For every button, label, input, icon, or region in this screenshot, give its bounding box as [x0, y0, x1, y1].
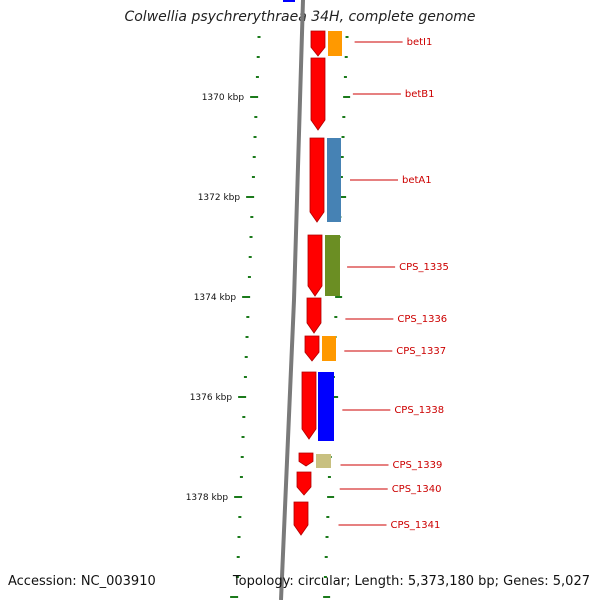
- scale-label: 1372 kbp: [198, 193, 241, 203]
- scale-label: 1374 kbp: [194, 293, 237, 303]
- cog-block: [322, 336, 336, 361]
- backbone-line: [279, 0, 305, 600]
- gene-label: CPS_1335: [399, 262, 449, 273]
- topology-text: Topology: circular; Length: 5,373,180 bp…: [232, 574, 590, 589]
- map-title: Colwellia psychrerythraea 34H, complete …: [124, 9, 476, 25]
- gene-arrow: [306, 297, 322, 334]
- left-tick-marks: [230, 36, 261, 598]
- cog-block: [328, 31, 342, 56]
- gene-label: betI1: [407, 37, 433, 48]
- scale-label: 1370 kbp: [202, 93, 245, 103]
- cog-block: [325, 235, 340, 296]
- gene-arrow: [296, 471, 312, 496]
- right-tick-marks: [323, 36, 351, 598]
- gene-arrow: [309, 137, 325, 223]
- gene-arrow: [307, 234, 323, 297]
- scale-labels: 1370 kbp 1372 kbp 1374 kbp 1376 kbp 1378 kbp: [186, 93, 245, 503]
- backbone: [279, 0, 305, 600]
- scale-label: 1376 kbp: [190, 393, 233, 403]
- gene-label: CPS_1341: [391, 520, 441, 531]
- gene-track: [293, 30, 342, 536]
- cog-block: [316, 454, 331, 468]
- gene-arrow: [301, 371, 317, 440]
- gene-label: CPS_1340: [392, 484, 442, 495]
- gene-arrow: [293, 501, 309, 536]
- gene-arrow: [304, 335, 320, 362]
- gene-label: CPS_1339: [393, 460, 443, 471]
- gene-label: CPS_1336: [397, 314, 447, 325]
- cog-block: [318, 372, 334, 441]
- scale-label: 1378 kbp: [186, 493, 229, 503]
- accession-text: Accession: NC_003910: [8, 574, 156, 589]
- gene-arrow: [310, 30, 326, 57]
- gene-label: CPS_1338: [394, 405, 444, 416]
- cog-block: [327, 138, 341, 222]
- gene-label: betB1: [405, 89, 435, 100]
- gene-arrow: [298, 452, 314, 467]
- gene-label: betA1: [402, 175, 432, 186]
- gene-label: CPS_1337: [396, 346, 446, 357]
- gene-labels: betI1 betB1 betA1 CPS_1335 CPS_1336 CPS_1337 C…: [338, 37, 449, 531]
- gene-arrow: [310, 57, 326, 131]
- top-gene-fragment: [283, 0, 295, 2]
